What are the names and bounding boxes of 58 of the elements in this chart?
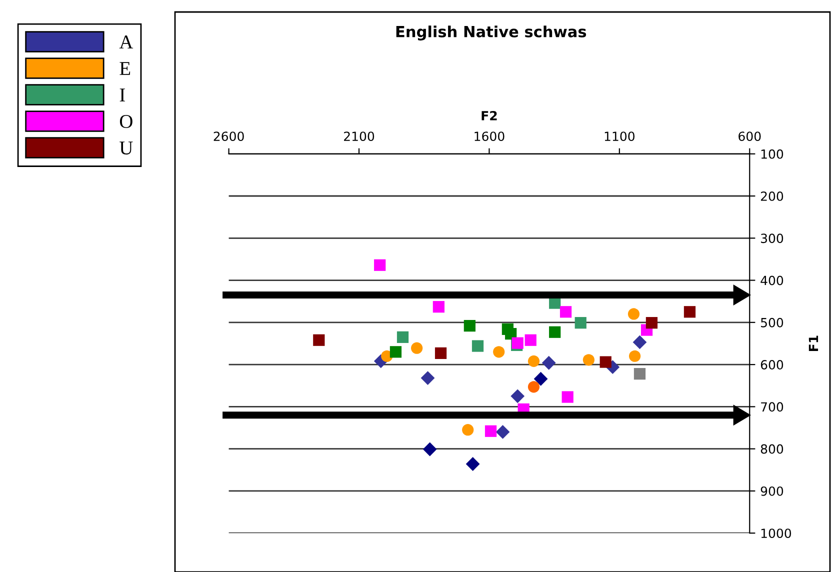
- x-tick-label: 1100: [604, 132, 634, 142]
- point: [390, 346, 402, 358]
- point: [646, 317, 658, 329]
- point: [432, 301, 445, 313]
- point: [510, 389, 525, 404]
- legend-label: I: [120, 88, 125, 102]
- y-tick-label: 600: [760, 360, 784, 370]
- point: [574, 317, 586, 329]
- x-tick-label: 2100: [344, 132, 374, 142]
- point: [600, 356, 612, 368]
- point: [628, 350, 641, 362]
- y-tick-label: 1000: [761, 528, 792, 538]
- point: [628, 308, 640, 320]
- point: [493, 346, 505, 358]
- point: [505, 328, 517, 340]
- y-tick-label: 500: [761, 318, 784, 328]
- point: [396, 331, 409, 343]
- y-tick-label: 900: [760, 486, 784, 496]
- point: [313, 334, 325, 346]
- y-tick-label: 700: [761, 402, 784, 412]
- legend-label: A: [119, 35, 134, 48]
- x-axis-title: F2: [482, 110, 497, 120]
- point: [528, 355, 540, 367]
- chart-title: English Native schwas: [396, 26, 586, 40]
- point: [484, 425, 497, 437]
- point: [632, 335, 647, 350]
- point: [684, 306, 696, 318]
- x-tick-label: 2600: [214, 132, 244, 142]
- point: [411, 342, 423, 354]
- legend-label: O: [120, 114, 132, 128]
- y-tick-label: 200: [760, 191, 784, 201]
- point: [472, 340, 484, 352]
- y-tick-label: 400: [760, 276, 784, 286]
- point: [560, 306, 572, 318]
- point: [542, 356, 556, 370]
- y-axis-title: F1: [808, 336, 818, 351]
- point: [528, 381, 540, 393]
- y-tick-label: 300: [761, 234, 784, 244]
- point: [420, 371, 435, 385]
- point: [374, 259, 386, 271]
- point: [462, 424, 474, 436]
- point: [466, 457, 480, 471]
- x-tick-label: 600: [738, 132, 761, 142]
- x-tick-label: 1600: [474, 132, 504, 142]
- point: [582, 354, 595, 366]
- point: [464, 320, 476, 332]
- y-tick-label: 100: [761, 149, 784, 159]
- point: [634, 368, 646, 380]
- y-tick-label: 800: [760, 444, 784, 454]
- point: [524, 334, 536, 346]
- legend-label: E: [120, 62, 130, 75]
- point: [534, 372, 548, 386]
- point: [422, 442, 437, 456]
- point: [434, 347, 447, 359]
- point: [562, 391, 574, 403]
- point: [496, 425, 510, 439]
- legend-label: U: [120, 142, 133, 155]
- point: [549, 326, 561, 338]
